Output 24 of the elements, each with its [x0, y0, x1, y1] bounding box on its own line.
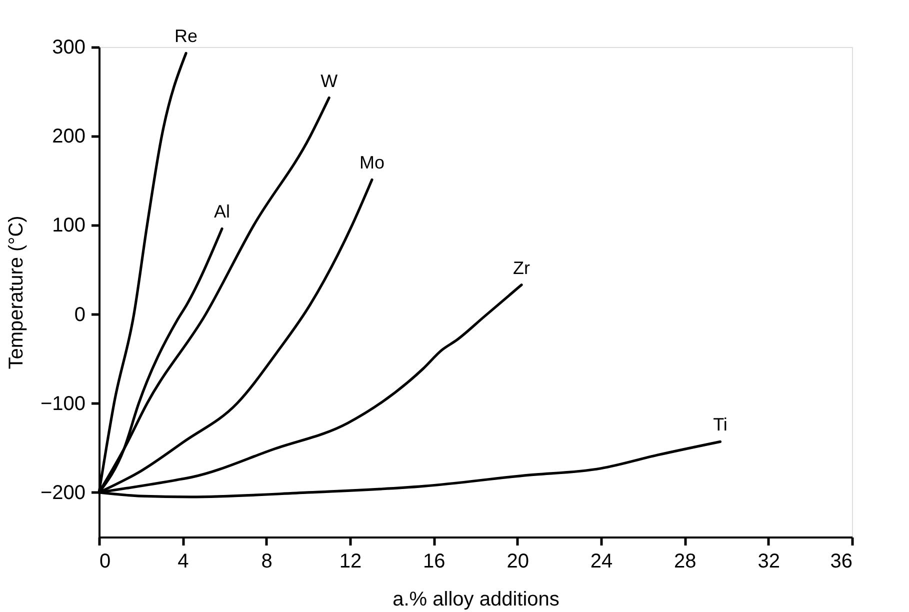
x-tick-label: 16 [423, 550, 446, 572]
y-tick-label: 300 [52, 36, 86, 58]
series-label: Zr [513, 258, 530, 278]
x-tick-label: 24 [590, 550, 613, 572]
series-label: Re [174, 26, 198, 46]
x-tick-label: 32 [758, 550, 780, 572]
x-tick-label: 0 [100, 550, 111, 572]
x-tick-label: 36 [830, 550, 852, 572]
series-label: Mo [359, 152, 384, 173]
y-axis-title: Temperature (°C) [5, 216, 28, 370]
x-tick-label: 28 [674, 550, 696, 572]
y-tick-label: 200 [52, 126, 86, 148]
x-tick-label: 20 [506, 550, 529, 572]
y-tick-label: 100 [52, 214, 86, 237]
x-axis-title: a.% alloy additions [392, 588, 560, 610]
y-tick-label: −100 [40, 392, 86, 415]
x-tick-label: 12 [339, 550, 362, 572]
x-tick-label: 4 [178, 550, 189, 572]
series-label: Ti [713, 414, 728, 435]
series-label: Al [214, 202, 230, 222]
y-tick-label: 0 [74, 304, 86, 326]
x-tick-label: 8 [261, 550, 272, 572]
series-label: W [320, 70, 338, 91]
y-tick-label: −200 [40, 482, 86, 504]
